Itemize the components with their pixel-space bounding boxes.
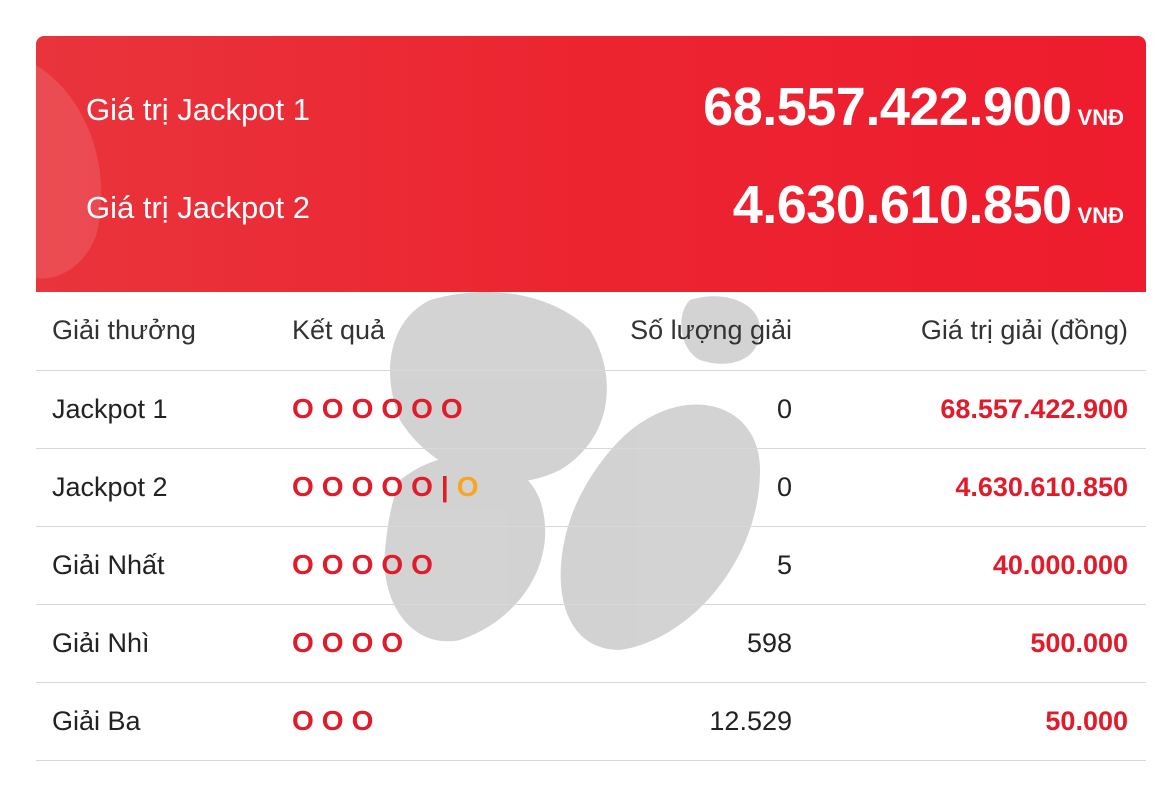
result-ball: O xyxy=(292,549,314,580)
jackpot-banner: Giá trị Jackpot 1 68.557.422.900 VNĐ Giá … xyxy=(36,36,1146,292)
result-ball: O xyxy=(321,471,344,502)
row-divider xyxy=(36,448,1146,449)
column-header: Số lượng giải xyxy=(630,315,792,345)
result-numbers: O O O O O | O xyxy=(292,470,487,504)
result-ball: O xyxy=(321,705,344,736)
result-ball: O xyxy=(411,549,433,580)
winner-count: 5 xyxy=(776,550,792,580)
result-ball: O xyxy=(381,627,404,658)
result-ball: O xyxy=(411,393,433,424)
jackpot-value: 68.557.422.900 VNĐ xyxy=(703,77,1124,137)
result-ball: O xyxy=(321,393,344,424)
result-ball: O xyxy=(411,471,433,502)
result-ball: O xyxy=(381,393,404,424)
row-divider xyxy=(36,604,1146,605)
column-header: Giá trị giải (đồng) xyxy=(920,315,1128,345)
result-ball: O xyxy=(321,627,344,658)
row-divider xyxy=(36,760,1146,761)
prize-value: 4.630.610.850 xyxy=(955,472,1128,502)
result-ball: O xyxy=(292,705,314,736)
winner-count: 12.529 xyxy=(709,706,792,736)
banner-decoration xyxy=(36,65,102,279)
result-ball: O xyxy=(351,705,374,736)
result-ball: O xyxy=(292,471,314,502)
result-ball: O xyxy=(321,549,344,580)
prize-name: Giải Nhất xyxy=(52,550,165,580)
result-ball: O xyxy=(351,471,374,502)
result-ball: O xyxy=(292,627,314,658)
result-ball: O xyxy=(292,393,314,424)
result-ball: O xyxy=(351,549,374,580)
row-divider xyxy=(36,370,1146,371)
bonus-ball: O xyxy=(456,471,479,502)
result-ball: O xyxy=(381,549,404,580)
column-header: Giải thưởng xyxy=(52,315,196,345)
result-ball: O xyxy=(351,627,374,658)
prize-name: Jackpot 1 xyxy=(52,394,168,424)
jackpot-label: Giá trị Jackpot 1 xyxy=(86,92,310,127)
prize-name: Jackpot 2 xyxy=(52,472,168,502)
jackpot-label: Giá trị Jackpot 2 xyxy=(86,190,310,225)
winner-count: 598 xyxy=(746,628,792,658)
result-ball: O xyxy=(351,393,374,424)
result-separator: | xyxy=(440,471,449,502)
winner-count: 0 xyxy=(776,472,792,502)
prize-name: Giải Ba xyxy=(52,706,141,736)
result-ball: O xyxy=(381,471,404,502)
prize-value: 500.000 xyxy=(1030,628,1128,658)
result-ball: O xyxy=(440,393,463,424)
jackpot-value: 4.630.610.850 VNĐ xyxy=(732,175,1124,235)
prize-value: 40.000.000 xyxy=(992,550,1128,580)
column-header: Kết quả xyxy=(292,315,386,345)
prize-value: 50.000 xyxy=(1045,706,1128,736)
row-divider xyxy=(36,526,1146,527)
prize-value: 68.557.422.900 xyxy=(940,394,1128,424)
row-divider xyxy=(36,682,1146,683)
prize-name: Giải Nhì xyxy=(52,628,150,658)
winner-count: 0 xyxy=(776,394,792,424)
